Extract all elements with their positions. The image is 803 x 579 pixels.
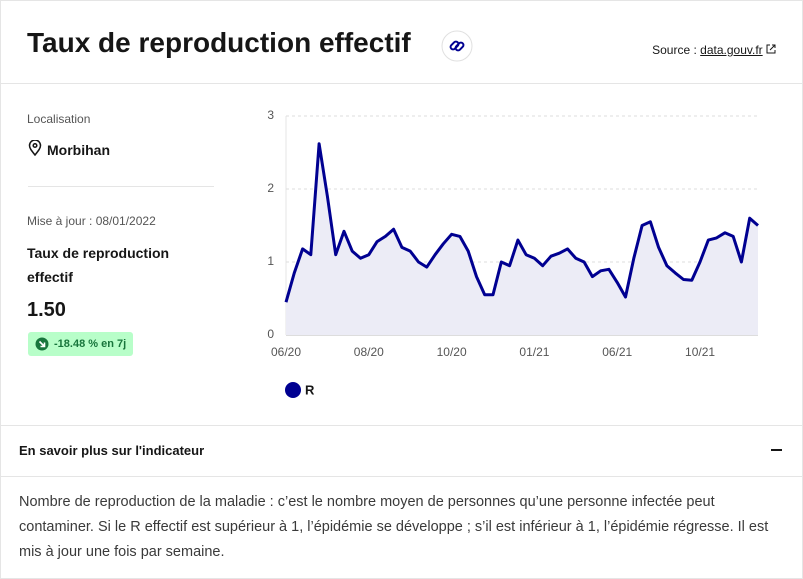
details-title[interactable]: En savoir plus sur l'indicateur — [19, 443, 205, 458]
x-tick-label: 10/20 — [437, 345, 467, 359]
divider — [1, 425, 802, 426]
down-icon — [35, 337, 49, 351]
indicator-name: Taux de reproduction effectif — [27, 245, 170, 285]
details-text: Nombre de reproduction de la maladie : c… — [19, 494, 769, 560]
collapse-icon[interactable] — [771, 449, 782, 451]
chart: 0 1 2 3 06/20 08/20 10/20 01/21 06/21 10/21 R — [267, 108, 759, 398]
source-label: Source : — [652, 43, 697, 57]
y-tick-label: 0 — [267, 327, 274, 341]
location: Morbihan — [47, 142, 110, 158]
y-tick-label: 3 — [267, 108, 274, 122]
legend-label: R — [305, 382, 315, 397]
x-tick-label: 06/21 — [602, 345, 632, 359]
divider — [1, 83, 802, 84]
link-button[interactable] — [441, 30, 473, 62]
title: Taux de reproduction effectif — [27, 27, 411, 58]
legend-marker — [285, 382, 301, 398]
divider — [1, 476, 802, 477]
updated: Mise à jour : 08/01/2022 — [27, 214, 156, 228]
location-label: Localisation — [27, 112, 91, 126]
change: -18.48 % en 7j — [54, 338, 127, 350]
change-badge: -18.48 % en 7j — [28, 332, 134, 356]
y-tick-label: 2 — [267, 181, 274, 195]
source: Source : data.gouv.fr — [652, 43, 776, 57]
divider — [28, 186, 214, 187]
indicator-value: 1.50 — [27, 299, 66, 321]
line — [284, 142, 759, 303]
area-fill — [286, 143, 758, 335]
pin-icon — [28, 140, 42, 156]
y-tick-label: 1 — [267, 254, 274, 268]
external-icon — [766, 44, 776, 54]
x-tick-label: 06/20 — [271, 345, 301, 359]
x-tick-label: 01/21 — [519, 345, 549, 359]
x-tick-label: 10/21 — [685, 345, 715, 359]
x-tick-label: 08/20 — [354, 345, 384, 359]
source-link[interactable]: data.gouv.fr — [700, 43, 763, 57]
